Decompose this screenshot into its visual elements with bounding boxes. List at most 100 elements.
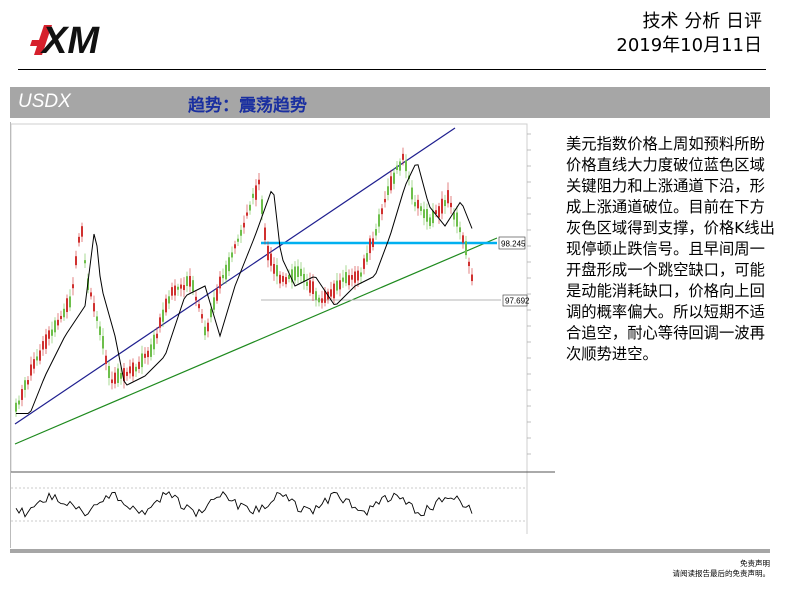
candle-body: [168, 296, 170, 304]
candle-body: [306, 281, 308, 286]
candle-body: [471, 274, 473, 282]
candle-body: [261, 199, 263, 214]
candle-body: [237, 238, 239, 242]
candle-body: [351, 275, 353, 280]
candle-body: [219, 276, 221, 289]
candle-body: [159, 317, 161, 328]
candle-body: [93, 303, 95, 312]
candle-body: [468, 261, 470, 267]
candle-body: [423, 209, 425, 219]
candle-body: [462, 235, 464, 243]
candle-body: [321, 298, 323, 303]
candle-body: [108, 366, 110, 379]
candle-body: [72, 284, 74, 289]
candle-body: [24, 380, 26, 390]
candle-body: [285, 277, 287, 285]
candle-body: [153, 334, 155, 350]
candle-body: [387, 186, 389, 195]
lower-channel-line: [14, 237, 498, 445]
candle-body: [312, 281, 314, 295]
candle-body: [375, 229, 377, 236]
candle-body: [216, 288, 218, 301]
candle-body: [210, 308, 212, 318]
support-label: 97.692: [505, 297, 530, 306]
candle-body: [435, 210, 437, 215]
moving-average-line: [16, 164, 473, 414]
candle-body: [231, 252, 233, 258]
candle-body: [279, 274, 281, 284]
candle-body: [336, 280, 338, 291]
ticker-label: USDX: [18, 91, 71, 112]
candle-body: [123, 368, 125, 382]
candle-body: [141, 353, 143, 368]
candle-body: [438, 206, 440, 218]
candle-body: [51, 329, 53, 336]
candle-body: [360, 272, 362, 277]
candle-body: [162, 309, 164, 322]
candle-body: [213, 297, 215, 310]
candle-body: [18, 400, 20, 405]
candle-body: [114, 372, 116, 384]
price-axis-ticks: [527, 133, 531, 455]
candle-body: [411, 187, 413, 200]
candle-body: [420, 206, 422, 211]
candle-body: [120, 372, 122, 379]
candle-body: [78, 236, 80, 243]
candle-body: [291, 269, 293, 283]
candle-body: [249, 204, 251, 211]
candle-body: [417, 199, 419, 209]
candle-body: [324, 290, 326, 303]
candle-body: [234, 244, 236, 249]
candle-body: [426, 209, 428, 222]
candle-body: [450, 202, 452, 208]
chart-canvas: 98.245 97.692: [11, 123, 555, 534]
candle-body: [456, 212, 458, 227]
candle-body: [339, 280, 341, 290]
candle-body: [267, 245, 269, 261]
candle-body: [378, 214, 380, 227]
candle-body: [57, 319, 59, 326]
candle-body: [258, 179, 260, 185]
candle-body: [447, 190, 449, 204]
candle-body: [300, 268, 302, 277]
candle-body: [54, 320, 56, 333]
candle-body: [297, 266, 299, 277]
candle-body: [69, 296, 71, 308]
candle-body: [102, 336, 104, 349]
candle-body: [255, 185, 257, 200]
candle-body: [366, 253, 368, 262]
title-bar: USDX 趋势：震荡趋势: [10, 87, 770, 118]
candle-body: [372, 238, 374, 248]
candle-body: [192, 280, 194, 292]
candle-body: [246, 212, 248, 216]
logo-red-bar: [30, 40, 40, 46]
candle-body: [156, 333, 158, 339]
candle-body: [189, 276, 191, 287]
candle-body: [30, 364, 32, 376]
logo-text: XM: [40, 20, 100, 59]
candle-body: [384, 198, 386, 203]
xm-logo: XM: [30, 15, 126, 62]
candle-body: [405, 160, 407, 172]
candle-body: [348, 275, 350, 286]
candle-body: [264, 227, 266, 241]
candle-body: [111, 379, 113, 384]
candle-body: [195, 296, 197, 301]
candle-body: [75, 256, 77, 266]
candle-body: [315, 291, 317, 300]
candle-body: [207, 322, 209, 332]
candle-body: [99, 326, 101, 335]
candle-body: [165, 298, 167, 313]
candle-body: [180, 284, 182, 289]
candle-body: [186, 276, 188, 287]
candle-body: [90, 292, 92, 297]
report-type: 技术 分析 日评: [642, 11, 762, 32]
candle-body: [198, 304, 200, 309]
candle-body: [243, 222, 245, 228]
candle-body: [147, 350, 149, 358]
candle-body: [240, 229, 242, 236]
candle-body: [276, 265, 278, 277]
candle-body: [270, 253, 272, 266]
candle-body: [117, 368, 119, 383]
candle-body: [228, 257, 230, 272]
